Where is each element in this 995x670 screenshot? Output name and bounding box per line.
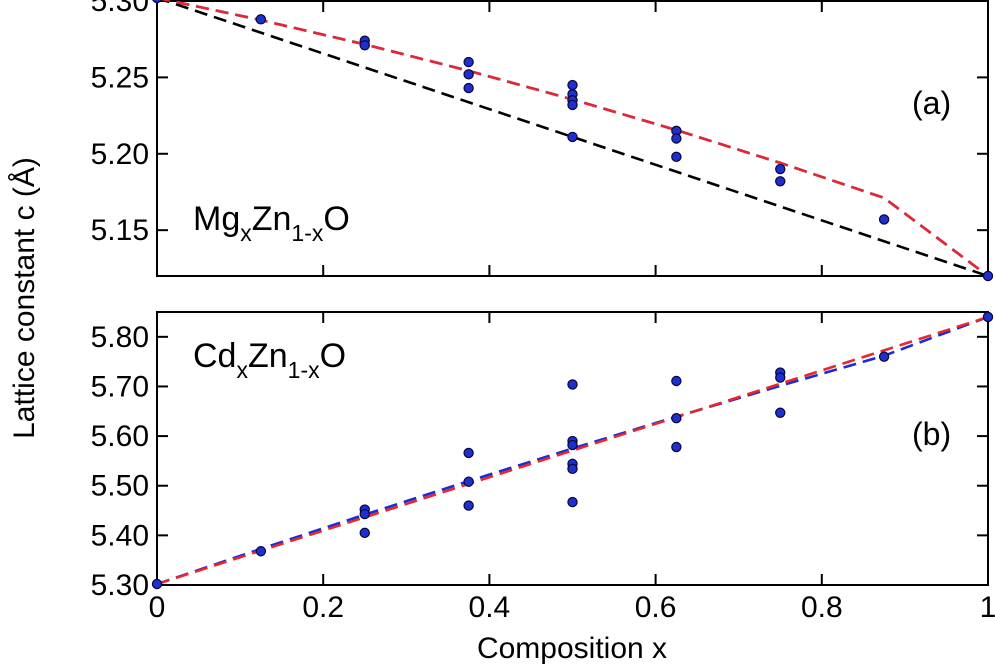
data-point (567, 463, 578, 475)
data-point (982, 311, 994, 323)
panel-a-y-ticks: 5.15 5.20 5.25 5.30 (91, 0, 988, 247)
data-point (567, 99, 578, 111)
panel-b-formula: CdxZn1-xO (193, 337, 346, 383)
x-tick-label: 0.2 (302, 591, 344, 624)
panel-b-points (151, 311, 994, 590)
y-tick-label: 5.30 (91, 569, 149, 602)
data-point (463, 56, 474, 68)
x-axis-title: Composition x (477, 632, 667, 665)
panel-b-label: (b) (912, 416, 951, 452)
data-point (775, 372, 786, 383)
data-point (775, 163, 786, 175)
data-point (463, 500, 474, 511)
y-tick-label: 5.80 (91, 321, 149, 354)
fit-line (156, 315, 989, 586)
data-point (255, 546, 267, 557)
panel-b-x-ticks: 0 0.2 0.4 0.6 0.8 1 (149, 312, 995, 624)
data-point (671, 375, 682, 387)
y-tick-label: 5.20 (91, 138, 149, 171)
data-point (671, 151, 682, 163)
panel-b-frame (156, 311, 989, 586)
data-point (567, 379, 578, 390)
panel-a-label: (a) (912, 85, 951, 121)
x-tick-label: 0.8 (801, 591, 843, 624)
y-tick-label: 5.15 (91, 214, 149, 247)
y-axis-title: Lattice constant c (Å) (8, 157, 41, 439)
data-point (878, 214, 890, 225)
data-point (567, 496, 578, 508)
data-point (567, 131, 578, 143)
y-tick-label: 5.70 (91, 370, 149, 403)
panel-a: 5.15 5.20 5.25 5.30 (a) MgxZn1-xO (91, 0, 994, 282)
data-point (671, 413, 682, 424)
y-tick-label: 5.50 (91, 470, 149, 503)
fit-line (156, 315, 989, 586)
panel-b-y-ticks: 5.30 5.40 5.50 5.60 5.70 5.80 (91, 321, 988, 602)
panel-a-points (152, 0, 994, 282)
panel-b-fit-lines (156, 315, 989, 586)
data-point (671, 133, 682, 144)
data-point (359, 527, 370, 539)
data-point (775, 176, 786, 187)
y-tick-label: 5.30 (91, 0, 149, 18)
data-point (567, 439, 578, 451)
data-point (671, 441, 682, 453)
y-tick-label: 5.25 (91, 61, 149, 94)
data-point (775, 407, 786, 418)
data-point (878, 351, 890, 362)
data-point (359, 40, 370, 51)
data-point (152, 0, 162, 4)
x-tick-label: 1 (980, 591, 995, 624)
y-tick-label: 5.40 (91, 519, 149, 552)
panel-b: 5.305.405.505.605.705.80 0 0.2 0.4 0.6 0.8 1 … (91, 311, 995, 624)
data-point (463, 82, 474, 94)
data-point (255, 14, 267, 25)
x-tick-label: 0.4 (469, 591, 511, 624)
data-point (151, 578, 163, 590)
data-point (463, 447, 474, 459)
data-point (982, 270, 994, 282)
data-point (567, 79, 578, 91)
fit-line (159, 0, 989, 278)
panel-a-frame (156, 0, 989, 277)
y-tick-label: 5.60 (91, 420, 149, 453)
data-point (463, 69, 474, 80)
data-point (463, 476, 474, 487)
data-point (359, 508, 370, 520)
x-tick-label: 0 (149, 591, 166, 624)
panel-a-formula: MgxZn1-xO (193, 200, 350, 246)
x-tick-label: 0.6 (635, 591, 677, 624)
